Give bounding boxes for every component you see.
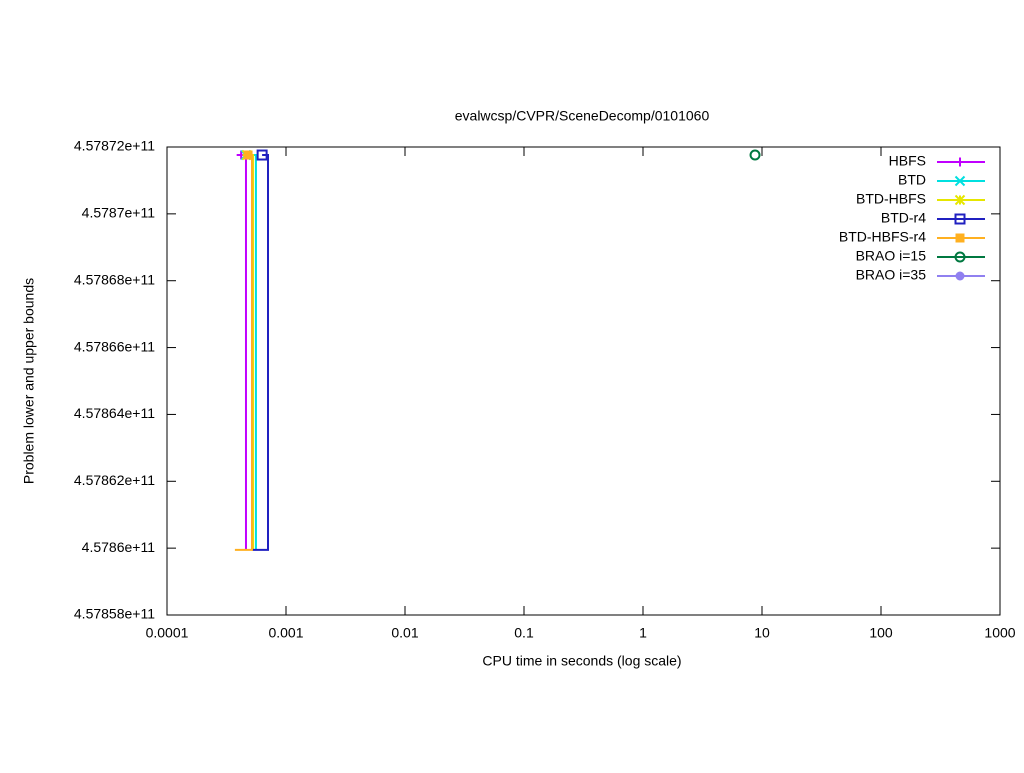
legend-label: BTD-r4 (881, 210, 926, 226)
legend-marker (954, 175, 966, 187)
x-tick-label: 1 (639, 625, 647, 641)
x-tick-label: 1000 (984, 625, 1015, 641)
legend-marker (954, 213, 966, 225)
x-tick-label: 0.01 (391, 625, 418, 641)
data-point (749, 149, 761, 161)
legend-marker (955, 233, 965, 243)
y-tick-label: 4.57868e+11 (74, 271, 155, 287)
series-line (252, 154, 270, 551)
legend-marker (955, 157, 965, 167)
y-tick-label: 4.57866e+11 (74, 338, 155, 354)
legend-label: BTD-HBFS (856, 191, 926, 207)
y-axis-label: Problem lower and upper bounds (21, 278, 37, 484)
x-tick-label: 0.001 (268, 625, 303, 641)
legend-label: BRAO i=15 (856, 248, 927, 264)
x-tick-label: 100 (869, 625, 893, 641)
x-tick-label: 10 (754, 625, 770, 641)
y-tick-label: 4.57864e+11 (74, 405, 155, 421)
legend-marker (954, 251, 966, 263)
x-tick-label: 0.0001 (146, 625, 189, 641)
x-tick-label: 0.1 (514, 625, 534, 641)
plot-frame (166, 146, 1001, 616)
y-tick-label: 4.5786e+11 (82, 539, 156, 555)
legend-label: BRAO i=35 (856, 267, 927, 283)
y-tick-label: 4.57858e+11 (74, 606, 155, 622)
legend-marker (954, 194, 966, 206)
y-tick-label: 4.5787e+11 (82, 205, 156, 221)
data-point (243, 150, 253, 160)
legend-label: HBFS (889, 153, 926, 169)
y-tick-label: 4.57872e+11 (74, 138, 155, 154)
x-axis-label: CPU time in seconds (log scale) (482, 653, 681, 669)
legend-label: BTD-HBFS-r4 (839, 229, 926, 245)
y-tick-label: 4.57862e+11 (74, 472, 155, 488)
data-point (256, 149, 268, 161)
legend-marker (955, 271, 965, 281)
legend-label: BTD (898, 172, 926, 188)
chart-title: evalwcsp/CVPR/SceneDecomp/0101060 (455, 108, 710, 124)
